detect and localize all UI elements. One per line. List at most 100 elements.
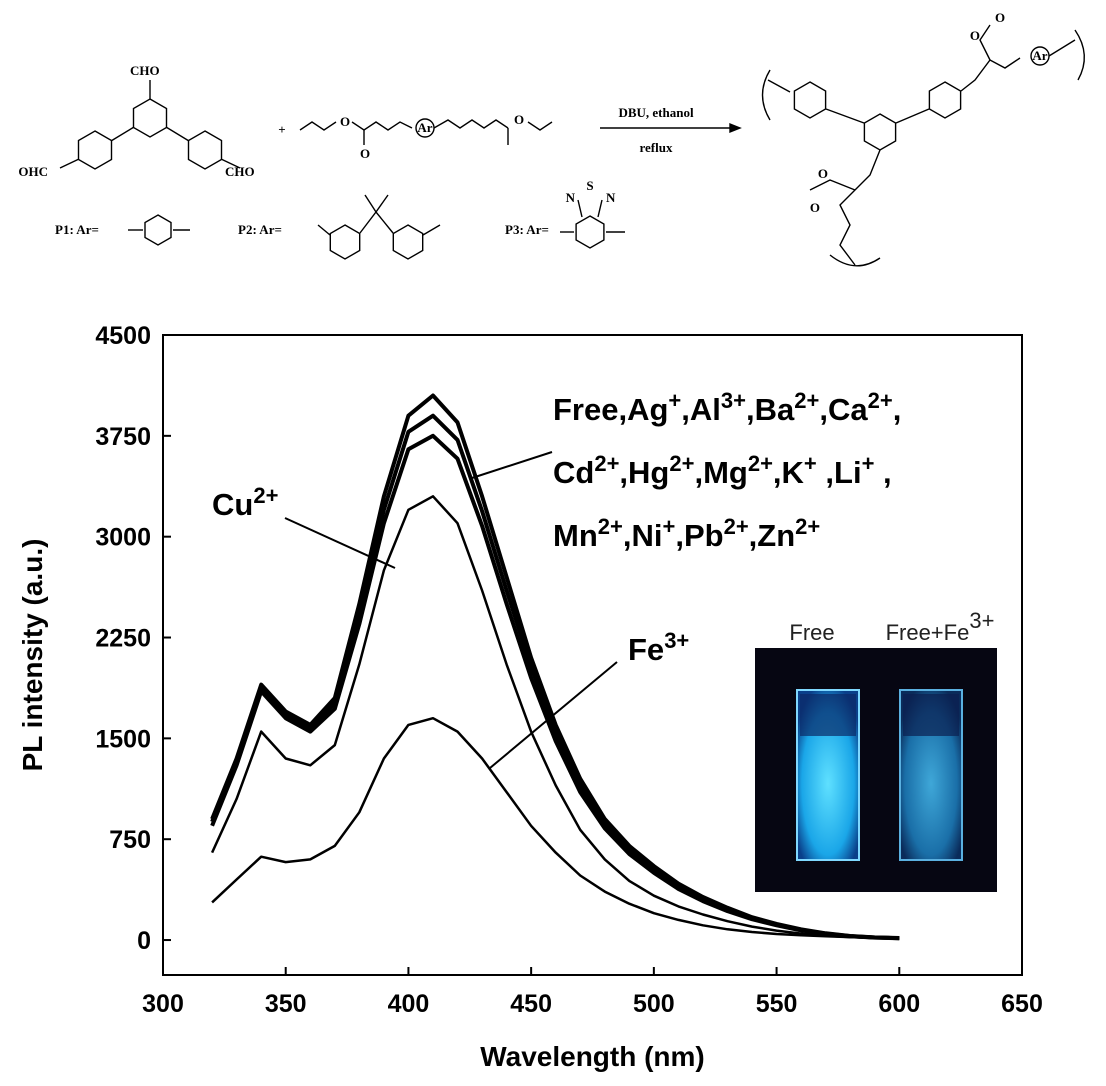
bond xyxy=(839,149,881,266)
ring xyxy=(329,224,361,260)
structure-label: O xyxy=(360,146,370,161)
ring xyxy=(392,224,424,260)
text-part: Free+Fe xyxy=(886,620,970,645)
text-part: ,Hg xyxy=(619,455,669,490)
structure-label: Ar xyxy=(1032,48,1047,63)
bond xyxy=(825,108,865,124)
y-tick-label: 3750 xyxy=(95,423,151,451)
ring xyxy=(77,130,113,170)
cuvette-top xyxy=(903,694,959,736)
superscript: 2+ xyxy=(669,451,694,476)
x-axis-label: Wavelength (nm) xyxy=(480,1041,705,1072)
structure-label: O xyxy=(970,28,980,43)
y-tick-label: 4500 xyxy=(95,322,151,350)
x-tick-label: 650 xyxy=(1001,990,1043,1018)
cuvette-top xyxy=(800,694,856,736)
y-axis-label: PL intensity (a.u.) xyxy=(17,539,48,772)
annotation-pointer xyxy=(284,517,396,569)
bond xyxy=(1048,39,1076,57)
y-tick-label: 750 xyxy=(109,826,151,854)
structure-label: P3: Ar= xyxy=(505,222,549,237)
superscript: 2+ xyxy=(795,514,820,539)
text-part: Free xyxy=(789,620,834,645)
ring xyxy=(928,81,962,119)
bond xyxy=(422,224,441,236)
superscript: 2+ xyxy=(253,483,278,508)
ring xyxy=(863,113,897,151)
annotation: Cu2+ xyxy=(212,483,278,523)
x-tick-label: 550 xyxy=(756,990,798,1018)
text-part: ,Al xyxy=(681,392,721,427)
bond xyxy=(110,126,135,142)
structure-label: Ar xyxy=(417,120,432,135)
spectrum-line xyxy=(210,495,900,940)
bracket xyxy=(1074,29,1085,81)
bond xyxy=(577,199,583,218)
structure-label: O xyxy=(818,166,828,181)
text-part: ,Mg xyxy=(694,455,747,490)
bond xyxy=(351,121,413,131)
y-tick-label: 1500 xyxy=(95,725,151,753)
superscript: + xyxy=(668,388,681,413)
structure-label: + xyxy=(278,122,285,137)
x-tick-label: 350 xyxy=(265,990,307,1018)
structure-label: O xyxy=(810,200,820,215)
structure-label: O xyxy=(514,112,524,127)
annotation: Free,Ag+,Al3+,Ba2+,Ca2+, xyxy=(553,388,901,428)
bond xyxy=(220,158,241,169)
text-part: Fe xyxy=(628,632,664,667)
y-tick-label: 3000 xyxy=(95,524,151,552)
ring xyxy=(144,214,172,246)
structure-label: DBU, ethanol xyxy=(618,105,694,120)
superscript: 3+ xyxy=(664,628,689,653)
superscript: + xyxy=(862,451,875,476)
superscript: + xyxy=(804,451,817,476)
bond xyxy=(979,24,991,61)
superscript: + xyxy=(662,514,675,539)
bond xyxy=(597,199,603,218)
inset-label: Free xyxy=(789,620,834,645)
text-part: ,Pb xyxy=(675,518,723,553)
ring xyxy=(793,81,827,119)
bond xyxy=(364,194,377,213)
structure-label: CHO xyxy=(130,63,160,78)
x-tick-label: 450 xyxy=(510,990,552,1018)
bond xyxy=(359,210,394,234)
inset-label: Free+Fe3+ xyxy=(886,608,995,646)
text-part: ,K xyxy=(773,455,805,490)
bond xyxy=(299,121,337,131)
annotation: Fe3+ xyxy=(628,628,689,668)
text-part: Cu xyxy=(212,487,253,522)
text-part: , xyxy=(874,455,891,490)
y-tick-label: 2250 xyxy=(95,625,151,653)
y-tick-label: 0 xyxy=(137,927,151,955)
bond xyxy=(767,79,791,93)
bond xyxy=(165,126,190,142)
text-part: , xyxy=(893,392,902,427)
structure-label: OHC xyxy=(18,164,48,179)
annotation: Mn2+,Ni+,Pb2+,Zn2+ xyxy=(553,514,820,554)
bond xyxy=(960,57,1021,92)
bond xyxy=(809,179,856,191)
chart: 0 750 1500 2250 3000 3750 4500 300 350 400 450 500 5… xyxy=(17,322,1043,1072)
bond xyxy=(895,108,930,124)
bond xyxy=(59,158,80,169)
structure-label: P1: Ar= xyxy=(55,222,99,237)
x-tick-label: 300 xyxy=(142,990,184,1018)
bond xyxy=(375,194,389,213)
superscript: 2+ xyxy=(794,388,819,413)
superscript: 3+ xyxy=(721,388,746,413)
text-part: Free,Ag xyxy=(553,392,668,427)
bond xyxy=(433,119,509,129)
superscript: 2+ xyxy=(748,451,773,476)
text-part: ,Zn xyxy=(749,518,796,553)
text-part: ,Ba xyxy=(746,392,795,427)
x-tick-label: 400 xyxy=(388,990,430,1018)
annotation: Cd2+,Hg2+,Mg2+,K+ ,Li+ , xyxy=(553,451,892,491)
arrow-head xyxy=(729,122,742,134)
structure-label: CHO xyxy=(225,164,255,179)
text-part: ,Ca xyxy=(819,392,868,427)
